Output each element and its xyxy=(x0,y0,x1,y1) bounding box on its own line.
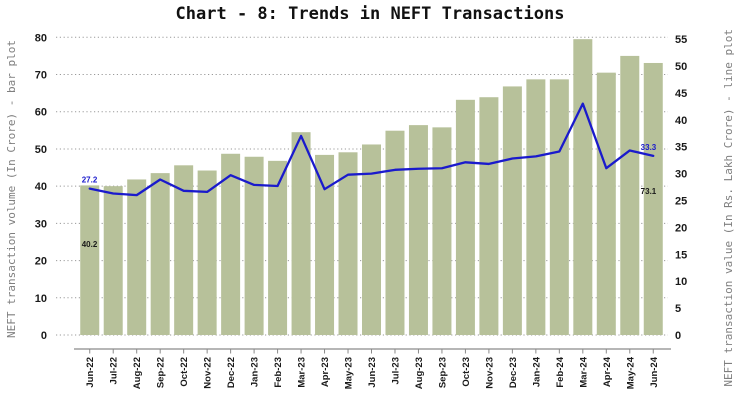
bar-jun-22 xyxy=(80,185,100,335)
x-tick-label-jan-24: Jan-24 xyxy=(531,356,542,387)
y-left-tick-label: 30 xyxy=(35,218,47,230)
annotation-line-first: 27.2 xyxy=(82,176,98,185)
x-tick-label-nov-23: Nov-23 xyxy=(484,357,495,389)
x-tick-label-sep-22: Sep-22 xyxy=(156,357,167,388)
y-left-tick-label: 60 xyxy=(35,107,47,119)
y-right-tick-label: 30 xyxy=(675,169,687,181)
x-tick-label-jan-23: Jan-23 xyxy=(250,357,261,387)
y-right-tick-label: 15 xyxy=(675,249,687,261)
bar-mar-24 xyxy=(573,39,593,336)
x-tick-label-feb-24: Feb-24 xyxy=(555,356,566,387)
bar-oct-22 xyxy=(174,165,194,335)
bar-feb-24 xyxy=(549,79,569,335)
bar-may-24 xyxy=(620,55,640,335)
x-tick-label-apr-23: Apr-23 xyxy=(320,357,331,387)
x-tick-label-jun-22: Jun-22 xyxy=(85,357,96,388)
y-left-tick-label: 70 xyxy=(35,70,47,82)
bar-aug-22 xyxy=(127,179,147,335)
y-right-tick-label: 5 xyxy=(675,303,681,315)
y-right-tick-label: 35 xyxy=(675,142,687,154)
x-tick-label-mar-24: Mar-24 xyxy=(578,356,589,387)
bar-sep-22 xyxy=(150,173,170,335)
x-tick-label-jul-22: Jul-22 xyxy=(109,357,120,384)
annotation-bar-first: 40.2 xyxy=(82,240,98,249)
bar-aug-23 xyxy=(408,125,428,336)
x-tick-label-may-23: May-23 xyxy=(344,357,355,389)
x-tick-label-feb-23: Feb-23 xyxy=(273,357,284,388)
y-right-tick-label: 50 xyxy=(675,61,687,73)
bar-jul-23 xyxy=(385,130,405,335)
x-tick-label-dec-23: Dec-23 xyxy=(508,357,519,388)
bar-nov-22 xyxy=(197,170,217,335)
x-tick-label-jul-23: Jul-23 xyxy=(390,357,401,384)
y-right-tick-label: 55 xyxy=(675,34,687,46)
y-left-tick-label: 80 xyxy=(35,32,47,44)
y-right-tick-label: 25 xyxy=(675,196,687,208)
x-tick-label-apr-24: Apr-24 xyxy=(602,356,613,387)
y-left-tick-label: 20 xyxy=(35,256,47,268)
annotation-line-last: 33.3 xyxy=(641,143,657,152)
x-tick-label-oct-23: Oct-23 xyxy=(461,357,472,387)
bar-apr-23 xyxy=(315,154,335,335)
bar-may-23 xyxy=(338,152,358,335)
annotation-bar-last: 73.1 xyxy=(641,187,657,196)
bar-nov-23 xyxy=(479,97,499,335)
y-right-tick-label: 10 xyxy=(675,276,687,288)
x-tick-label-dec-22: Dec-22 xyxy=(226,357,237,388)
bar-sep-23 xyxy=(432,127,452,335)
y-left-tick-label: 50 xyxy=(35,144,47,156)
y-right-tick-label: 40 xyxy=(675,115,687,127)
y-left-tick-label: 40 xyxy=(35,181,47,193)
bar-jul-22 xyxy=(103,186,123,335)
y-right-tick-label: 0 xyxy=(675,330,681,342)
bar-feb-23 xyxy=(268,160,288,335)
x-tick-label-oct-22: Oct-22 xyxy=(179,357,190,387)
bar-mar-23 xyxy=(291,132,311,335)
bar-jan-24 xyxy=(526,79,546,335)
bar-apr-24 xyxy=(596,72,616,335)
line-series-path xyxy=(88,102,655,197)
x-tick-label-aug-23: Aug-23 xyxy=(414,357,425,389)
y-left-tick-label: 0 xyxy=(41,330,47,342)
y-right-tick-label: 45 xyxy=(675,88,687,100)
x-tick-label-aug-22: Aug-22 xyxy=(132,357,143,389)
bar-dec-23 xyxy=(502,86,522,335)
chart-title: Chart - 8: Trends in NEFT Transactions xyxy=(175,4,565,24)
bar-dec-22 xyxy=(221,153,241,335)
x-tick-label-jun-23: Jun-23 xyxy=(367,357,378,388)
x-tick-label-nov-22: Nov-22 xyxy=(203,357,214,389)
y-left-tick-label: 10 xyxy=(35,293,47,305)
x-tick-label-jun-24: Jun-24 xyxy=(649,356,660,387)
x-tick-label-may-24: May-24 xyxy=(625,356,636,389)
bar-jun-23 xyxy=(362,144,381,335)
x-tick-label-mar-23: Mar-23 xyxy=(297,357,308,388)
bar-jan-23 xyxy=(244,156,264,335)
bar-oct-23 xyxy=(455,99,475,335)
x-tick-label-sep-23: Sep-23 xyxy=(437,357,448,388)
y-right-tick-label: 20 xyxy=(675,222,687,234)
bar-jun-24 xyxy=(643,62,663,335)
